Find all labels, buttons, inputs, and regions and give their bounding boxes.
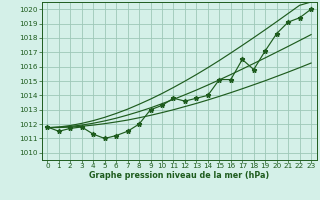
X-axis label: Graphe pression niveau de la mer (hPa): Graphe pression niveau de la mer (hPa) bbox=[89, 171, 269, 180]
